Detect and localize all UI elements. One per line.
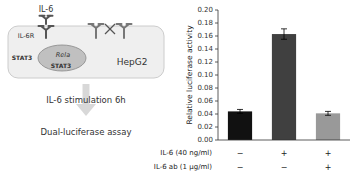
y-tick-label: 0.10 [197, 71, 213, 79]
error-cap [281, 39, 287, 40]
receptor [89, 24, 104, 38]
bar [272, 34, 296, 140]
condition-sign: − [237, 163, 244, 172]
inhibition-cross [105, 24, 115, 34]
y-tick [215, 62, 218, 63]
y-tick [215, 75, 218, 76]
figure: IL-6 IL-6R STAT3 Rela STAT3 HepG2 IL-6 stimula… [0, 0, 357, 187]
condition-label: IL-6 ab (1 μg/ml) [154, 163, 212, 171]
condition-sign: + [281, 149, 288, 158]
receptor-line [95, 28, 97, 38]
receptor-line [49, 25, 54, 27]
receptor [117, 24, 132, 38]
inhibition-cross [105, 24, 115, 34]
receptor-line [123, 28, 125, 38]
annotation: IL-6 stimulation 6h [46, 95, 125, 105]
process-arrow-head [76, 104, 96, 116]
receptor-line [48, 15, 53, 17]
condition-sign: − [281, 163, 288, 172]
y-tick-label: 0.20 [197, 6, 213, 14]
receptor-line [40, 15, 45, 17]
error-bar [237, 109, 243, 113]
receptor-line [45, 30, 47, 38]
bar [228, 111, 252, 140]
y-tick-label: 0.16 [197, 32, 213, 40]
y-tick [215, 140, 218, 141]
annotation: STAT3 [51, 62, 71, 69]
error-bar [325, 111, 331, 115]
y-axis-label: Relative luciferase activity [185, 25, 194, 125]
y-tick [215, 36, 218, 37]
chart-container: IL-6 IL-6R STAT3 Rela STAT3 HepG2 IL-6 stimula… [0, 0, 357, 187]
error-line [328, 111, 329, 115]
receptor-line [89, 23, 94, 25]
error-cap [237, 109, 243, 110]
y-tick-label: 0.00 [197, 136, 213, 144]
y-tick [215, 88, 218, 89]
error-line [240, 109, 241, 113]
condition-sign: + [325, 163, 332, 172]
error-cap [325, 115, 331, 116]
receptor [39, 26, 54, 38]
nucleus [38, 45, 86, 71]
y-axis: 0.00 0.02 0.04 0.06 0.08 0.10 0.12 0.14 0.16 0.18… [185, 6, 218, 144]
y-tick [215, 23, 218, 24]
cell [8, 26, 164, 78]
annotation: Dual-luciferase assay [41, 127, 132, 137]
annotation: Rela [56, 51, 70, 59]
y-axis-line [218, 10, 219, 140]
receptor-line [127, 23, 132, 25]
annotation: IL-6 [39, 5, 54, 14]
receptor-line [117, 23, 122, 25]
schematic: IL-6 IL-6R STAT3 Rela STAT3 HepG2 IL-6 stimula… [8, 5, 164, 137]
y-tick [215, 127, 218, 128]
receptor [40, 16, 53, 24]
y-tick-label: 0.06 [197, 97, 213, 105]
y-tick [215, 114, 218, 115]
receptor-line [99, 23, 104, 25]
error-bar [281, 29, 287, 39]
y-tick [215, 10, 218, 11]
bars [228, 29, 340, 140]
y-tick-label: 0.02 [197, 123, 213, 131]
y-tick-label: 0.14 [197, 45, 213, 53]
annotation: STAT3 [12, 54, 32, 61]
y-tick [215, 101, 218, 102]
condition-rows: IL-6 (40 ng/ml) − + + IL-6 ab (1 μg/ml) − − + [154, 149, 332, 172]
y-tick-label: 0.18 [197, 19, 213, 27]
error-cap [281, 28, 287, 29]
annotation: IL-6R [18, 32, 35, 40]
annotation: HepG2 [117, 57, 148, 67]
y-tick-label: 0.04 [197, 110, 213, 118]
error-cap [325, 111, 331, 112]
x-axis-line [218, 140, 350, 141]
condition-label: IL-6 (40 ng/ml) [160, 149, 212, 157]
condition-sign: + [325, 149, 332, 158]
y-tick [215, 49, 218, 50]
error-line [284, 29, 285, 39]
error-cap [237, 113, 243, 114]
y-tick-label: 0.08 [197, 84, 213, 92]
receptor-line [39, 25, 44, 27]
y-tick-label: 0.12 [197, 58, 213, 66]
bar [316, 113, 340, 140]
condition-sign: − [237, 149, 244, 158]
